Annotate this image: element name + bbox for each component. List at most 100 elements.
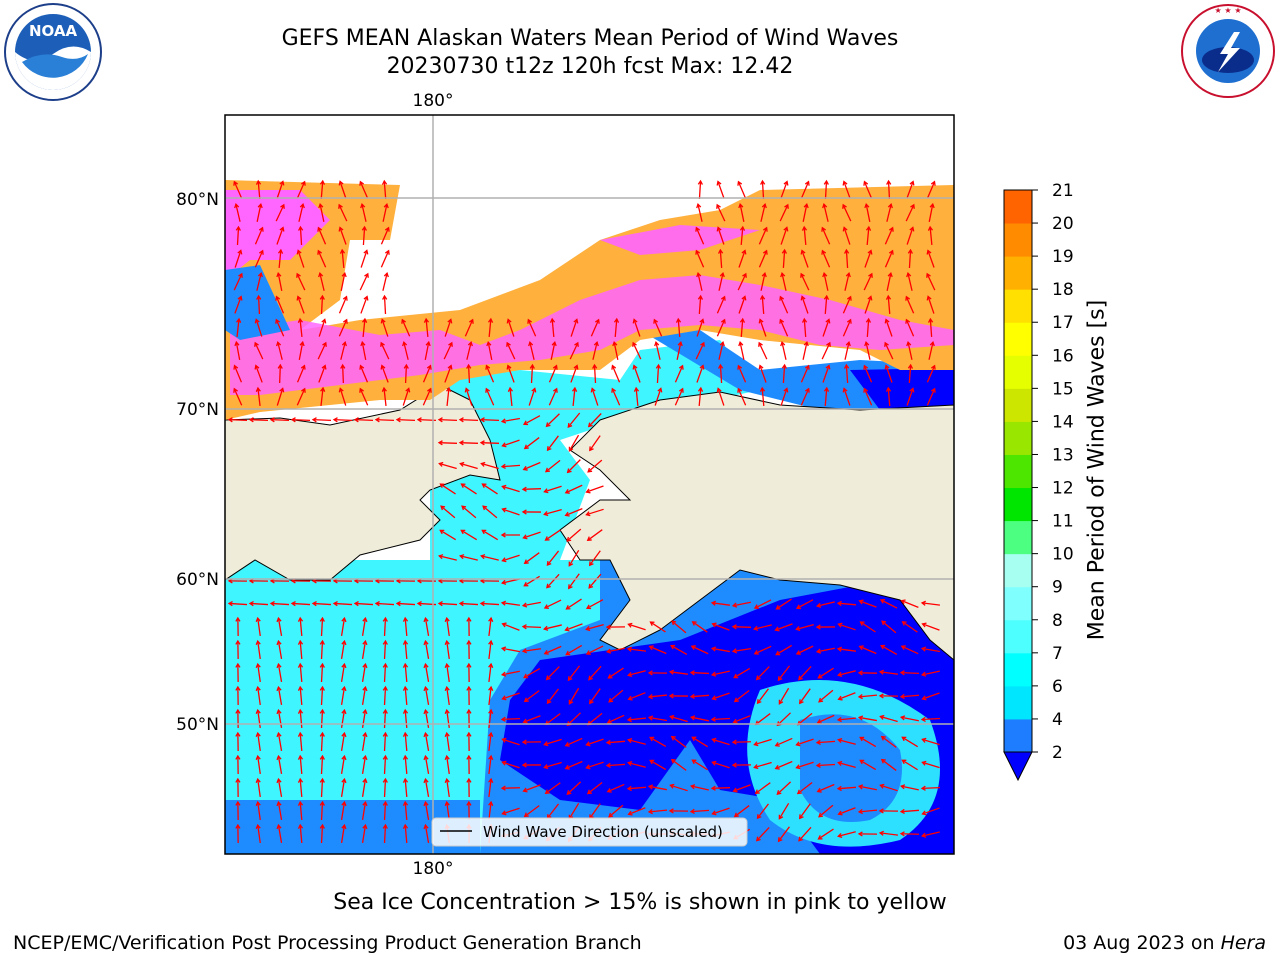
wave-direction-arrowhead <box>488 662 494 668</box>
colorbar-bin <box>1004 520 1032 555</box>
wave-direction-arrowhead <box>800 249 806 255</box>
wave-direction-arrow <box>844 273 850 291</box>
wave-direction-arrowhead <box>608 697 614 703</box>
wave-direction-arrow <box>460 555 478 561</box>
colorbar-tick-label: 2 <box>1052 743 1063 763</box>
wave-direction-arrow <box>424 756 430 774</box>
lon-label-bottom: 180° <box>413 859 454 879</box>
wave-direction-arrow <box>466 342 472 360</box>
wave-direction-arrow <box>544 761 562 769</box>
wave-direction-arrow <box>695 250 705 268</box>
wave-direction-arrow <box>802 204 808 222</box>
wave-direction-arrowhead <box>423 317 430 323</box>
wave-direction-arrow <box>299 755 303 775</box>
wave-direction-arrow <box>900 833 920 835</box>
wave-direction-arrow <box>297 250 305 268</box>
wave-direction-arrowhead <box>568 699 574 705</box>
wave-direction-arrow <box>299 824 303 844</box>
wave-direction-arrowhead <box>799 699 804 705</box>
wave-direction-arrow <box>926 181 936 199</box>
wave-direction-arrow <box>424 825 430 843</box>
wave-direction-arrowhead <box>593 341 599 347</box>
wave-direction-arrow <box>439 529 457 541</box>
wave-direction-arrowhead <box>319 777 325 783</box>
wave-direction-arrow <box>523 531 541 539</box>
wave-direction-arrowhead <box>255 639 261 646</box>
wave-direction-arrow <box>523 461 541 471</box>
wave-direction-arrow <box>361 664 367 682</box>
wave-direction-arrowhead <box>880 758 886 764</box>
wave-direction-arrowhead <box>466 754 472 760</box>
wave-direction-arrowhead <box>338 387 344 393</box>
wave-direction-arrowhead <box>780 340 786 347</box>
wave-direction-arrowhead <box>920 785 926 791</box>
wave-direction-arrowhead <box>737 387 743 393</box>
wave-direction-arrow <box>614 318 618 338</box>
wave-direction-arrowhead <box>756 814 762 820</box>
wave-direction-arrow <box>424 641 430 659</box>
wave-direction-arrow <box>901 716 919 722</box>
wave-direction-arrowhead <box>446 386 452 392</box>
wave-direction-arrowhead <box>845 272 851 278</box>
wave-direction-arrowhead <box>332 417 338 423</box>
wave-direction-arrowhead <box>343 318 348 324</box>
wave-direction-arrowhead <box>440 505 446 511</box>
wave-direction-arrow <box>884 227 894 245</box>
wave-direction-arrowhead <box>754 789 760 795</box>
wave-direction-arrow <box>383 387 387 407</box>
wave-direction-arrowhead <box>319 294 325 300</box>
wave-direction-arrowhead <box>858 599 864 605</box>
wave-direction-arrowhead <box>719 271 725 278</box>
colorbar-bin <box>1004 256 1032 290</box>
wave-direction-arrow <box>545 529 561 541</box>
wave-direction-arrow <box>446 778 450 798</box>
wave-direction-arrow <box>317 227 327 245</box>
wave-direction-arrowhead <box>523 812 529 818</box>
wave-direction-arrow <box>465 388 473 406</box>
wave-direction-arrow <box>885 365 893 383</box>
wave-direction-arrowhead <box>461 505 467 511</box>
wave-direction-arrow <box>782 249 786 269</box>
wave-direction-arrowhead <box>762 226 768 232</box>
wave-direction-arrow <box>235 204 241 222</box>
wave-direction-arrowhead <box>297 639 304 645</box>
wave-direction-arrow <box>383 824 387 844</box>
wave-direction-arrow <box>633 365 641 383</box>
wave-direction-arrow <box>864 296 872 314</box>
wave-direction-arrowhead <box>695 226 701 232</box>
wave-direction-arrow <box>317 250 327 268</box>
wave-direction-arrow <box>439 555 457 561</box>
wave-direction-arrow <box>908 364 912 384</box>
wave-direction-arrow <box>691 785 709 791</box>
wave-direction-arrow <box>565 623 583 631</box>
wave-direction-arrowhead <box>571 386 578 392</box>
wave-direction-arrow <box>359 181 369 199</box>
wave-direction-arrowhead <box>842 387 848 393</box>
wave-direction-arrowhead <box>382 754 388 760</box>
wave-direction-arrow <box>547 688 559 704</box>
wave-direction-arrow <box>887 387 891 407</box>
wave-direction-arrowhead <box>255 731 261 738</box>
wave-direction-arrow <box>523 667 541 679</box>
wave-direction-arrowhead <box>466 685 472 691</box>
wave-direction-arrowhead <box>648 645 654 651</box>
wave-direction-arrowhead <box>552 364 558 370</box>
wave-direction-arrow <box>439 462 457 470</box>
wave-direction-arrow <box>608 667 624 679</box>
wave-direction-arrowhead <box>458 417 464 423</box>
wave-direction-arrowhead <box>865 225 872 231</box>
wave-direction-arrowhead <box>235 616 241 622</box>
wave-direction-arrowhead <box>523 581 529 587</box>
wave-direction-arrowhead <box>362 823 368 830</box>
wave-direction-arrow <box>732 626 752 628</box>
wave-direction-arrow <box>589 688 601 704</box>
wave-direction-arrowhead <box>341 731 347 738</box>
wave-direction-arrowhead <box>299 203 305 209</box>
wave-direction-arrowhead <box>781 248 788 254</box>
wave-direction-arrowhead <box>522 787 528 793</box>
wave-direction-arrowhead <box>900 599 906 605</box>
wave-direction-arrow <box>760 273 766 291</box>
wave-direction-arrowhead <box>501 484 507 490</box>
wave-direction-arrow <box>671 759 687 771</box>
wave-direction-arrowhead <box>798 836 803 842</box>
